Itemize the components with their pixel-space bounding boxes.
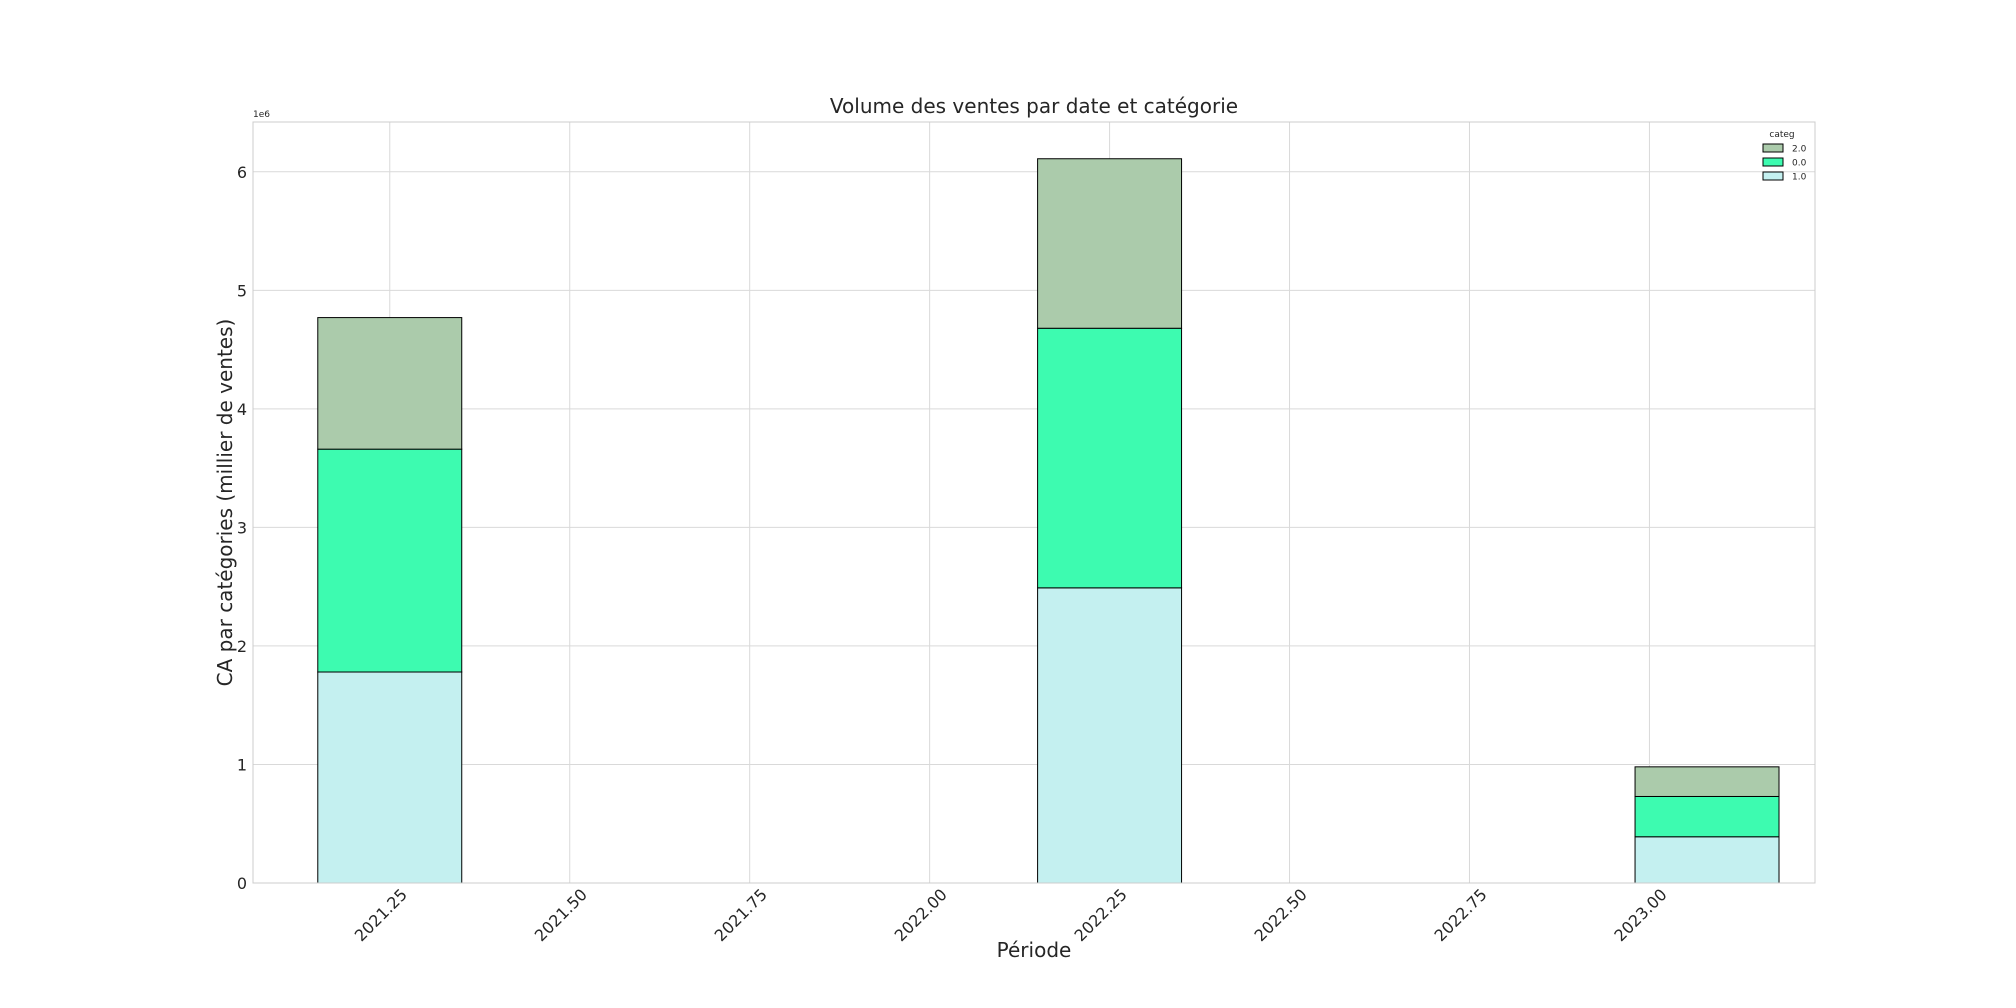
legend-swatch	[1762, 143, 1784, 153]
bar-segment-2-0	[317, 317, 463, 450]
legend-label: 2.0	[1792, 145, 1807, 155]
bar-segment-1-0	[1037, 587, 1183, 884]
bars	[317, 158, 1780, 884]
bar-segment-0-0	[1037, 327, 1183, 589]
bar-segment-2-0	[1037, 158, 1183, 329]
y-tick-label: 1	[237, 755, 247, 774]
y-tick-label: 6	[237, 163, 247, 182]
plot-frame	[252, 121, 1816, 884]
y-tick-label: 5	[237, 281, 247, 300]
bar-segment-0-0	[1634, 795, 1780, 838]
x-axis-title: Période	[997, 938, 1072, 962]
bar-segment-1-0	[317, 671, 463, 884]
legend: categ 2.0 0.0 1.0	[1762, 130, 1807, 183]
legend-swatch	[1762, 157, 1784, 167]
legend-label: 0.0	[1792, 159, 1807, 169]
y-tick-label: 0	[237, 874, 247, 893]
legend-title: categ	[1769, 130, 1794, 140]
y-tick-label: 2	[237, 637, 247, 656]
legend-swatch	[1762, 171, 1784, 181]
bar-segment-1-0	[1634, 836, 1780, 884]
bar-segment-0-0	[317, 448, 463, 673]
legend-label: 1.0	[1792, 173, 1807, 183]
y-axis-title: CA par catégories (millier de ventes)	[213, 319, 237, 687]
bar-segment-2-0	[1634, 766, 1780, 797]
y-tick-label: 3	[237, 518, 247, 537]
y-tick-label: 4	[237, 400, 247, 419]
chart-title: Volume des ventes par date et catégorie	[830, 94, 1238, 118]
y-tick-labels: 0 1 2 3 4 5 6	[237, 163, 247, 893]
y-offset-label: 1e6	[253, 110, 270, 120]
